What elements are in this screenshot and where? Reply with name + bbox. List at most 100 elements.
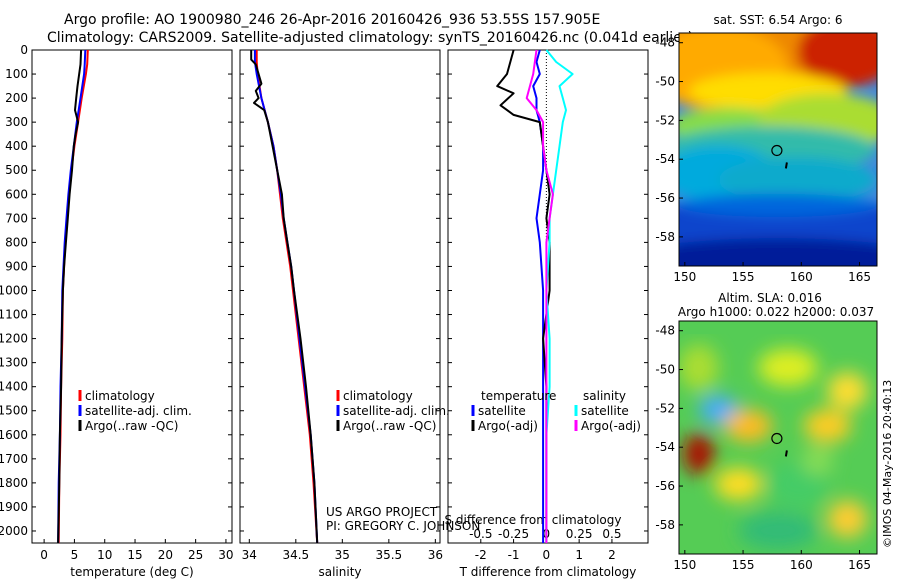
y-tick-label: 500 [5, 163, 28, 177]
y-tick-label: -54 [655, 440, 675, 454]
x-tick-label: 1 [575, 548, 583, 562]
y-tick-label: 700 [5, 211, 28, 225]
island-mark [784, 450, 788, 457]
field-patch [682, 432, 715, 475]
field-patch [803, 409, 852, 443]
x-tick-label: 155 [732, 270, 755, 284]
panel-difference: -2 -1 0 1 2 T difference from climatology S di… [445, 49, 649, 579]
y-tick-label: 1900 [0, 500, 28, 514]
series-line [255, 50, 319, 544]
argo-position-marker [771, 432, 783, 445]
x-tick-label: 165 [848, 558, 871, 572]
x-tick-label: 5 [71, 548, 79, 562]
legend-label: salinity [583, 389, 626, 403]
y-tick-label: 900 [5, 259, 28, 273]
x-axis-label-secondary: S difference from climatology [445, 513, 622, 527]
x-tick-label: 15 [127, 548, 142, 562]
plot-frame [239, 49, 441, 544]
y-tick-label: 2000 [0, 524, 28, 538]
legend-label: satellite [478, 404, 526, 418]
y-tick-label: -48 [655, 36, 675, 50]
field-patch [827, 500, 868, 538]
legend-label: Argo(-adj) [478, 419, 538, 433]
argo-position-marker [771, 144, 783, 157]
x-tick-label: 150 [673, 558, 696, 572]
map-sla_map: 150 155 160 165 -48 -50 -52 -54 -56 -58 [655, 320, 878, 572]
field-patch [827, 372, 868, 410]
field-patch [679, 344, 719, 391]
y-tick-label: 300 [5, 115, 28, 129]
figure-title-line1: Argo profile: AO 1900980_246 26-Apr-2016… [64, 12, 601, 28]
x-axis-label: temperature (deg C) [70, 565, 193, 579]
x-tick-label: 34 [242, 548, 257, 562]
legend-label: Argo(..raw -QC) [85, 419, 178, 433]
field-patch [714, 467, 763, 501]
map-frame [678, 32, 878, 267]
legend-label: climatology [85, 389, 155, 403]
map-field [679, 321, 877, 554]
map-field [679, 33, 877, 266]
x-tick-label: 165 [848, 270, 871, 284]
sst-map-title: sat. SST: 6.54 Argo: 6 [714, 13, 843, 27]
x-axis-label: salinity [318, 565, 361, 579]
field-patch [698, 395, 739, 424]
legend-label: satellite [581, 404, 629, 418]
y-tick-label: -52 [655, 401, 675, 415]
legend-label: Argo(-adj) [581, 419, 641, 433]
island-mark [784, 162, 788, 169]
map-panels: sat. SST: 6.54 Argo: 6 150 155 160 165 -48 -50… [655, 13, 878, 572]
x-tick-label: 20 [158, 548, 173, 562]
y-tick-label: 1500 [0, 404, 28, 418]
series-line [496, 49, 551, 543]
x-tick-label: 150 [673, 270, 696, 284]
series-line [525, 49, 554, 543]
x-tick-label: 0 [40, 548, 48, 562]
y-tick-label: 400 [5, 139, 28, 153]
x-tick-label: 160 [790, 558, 813, 572]
field-patch [738, 512, 818, 550]
x-tick-label: 30 [218, 548, 233, 562]
map-frame [678, 320, 878, 555]
x-tick-label-secondary: -0.25 [498, 527, 529, 541]
x-tick-label: 0 [543, 548, 551, 562]
credit-project: US ARGO PROJECT [326, 505, 438, 519]
x-tick-label: 10 [97, 548, 112, 562]
map-blobs [679, 344, 868, 550]
y-tick-label: -58 [655, 230, 675, 244]
legend-label: climatology [343, 389, 413, 403]
legend-label: temperature [481, 389, 556, 403]
sla-map-title: Altim. SLA: 0.016 [718, 291, 822, 305]
y-tick-label: -56 [655, 479, 675, 493]
y-tick-label: -52 [655, 113, 675, 127]
y-tick-label: 1100 [0, 308, 28, 322]
x-tick-label: 35 [335, 548, 350, 562]
field-patch [758, 348, 818, 387]
y-tick-label: 600 [5, 187, 28, 201]
field-patch [679, 238, 877, 266]
y-tick-label: 1000 [0, 283, 28, 297]
x-axis-label: T difference from climatology [459, 565, 637, 579]
y-tick-label: -50 [655, 363, 675, 377]
series-line [253, 50, 319, 544]
series-line [250, 50, 319, 544]
map-sst_map: 150 155 160 165 -48 -50 -52 -54 -56 -58 [655, 32, 878, 284]
credit-pi: PI: GREGORY C. JOHNSON [326, 519, 480, 533]
x-tick-label: 2 [608, 548, 616, 562]
legend-label: Argo(..raw -QC) [343, 419, 436, 433]
series-line [532, 49, 545, 543]
y-tick-label: -56 [655, 191, 675, 205]
x-tick-label: 36 [428, 548, 443, 562]
x-tick-label: -2 [475, 548, 487, 562]
x-tick-label-secondary: 0.5 [602, 527, 621, 541]
y-tick-label: 800 [5, 235, 28, 249]
x-tick-label: 155 [732, 558, 755, 572]
series-line [545, 49, 574, 543]
y-tick-label: 1300 [0, 356, 28, 370]
field-patch [679, 193, 877, 218]
field-patch [801, 446, 834, 475]
legend-label: satellite-adj. clim. [85, 404, 192, 418]
plot-frame [31, 49, 233, 544]
y-tick-label: 200 [5, 91, 28, 105]
y-tick-label: 1800 [0, 476, 28, 490]
